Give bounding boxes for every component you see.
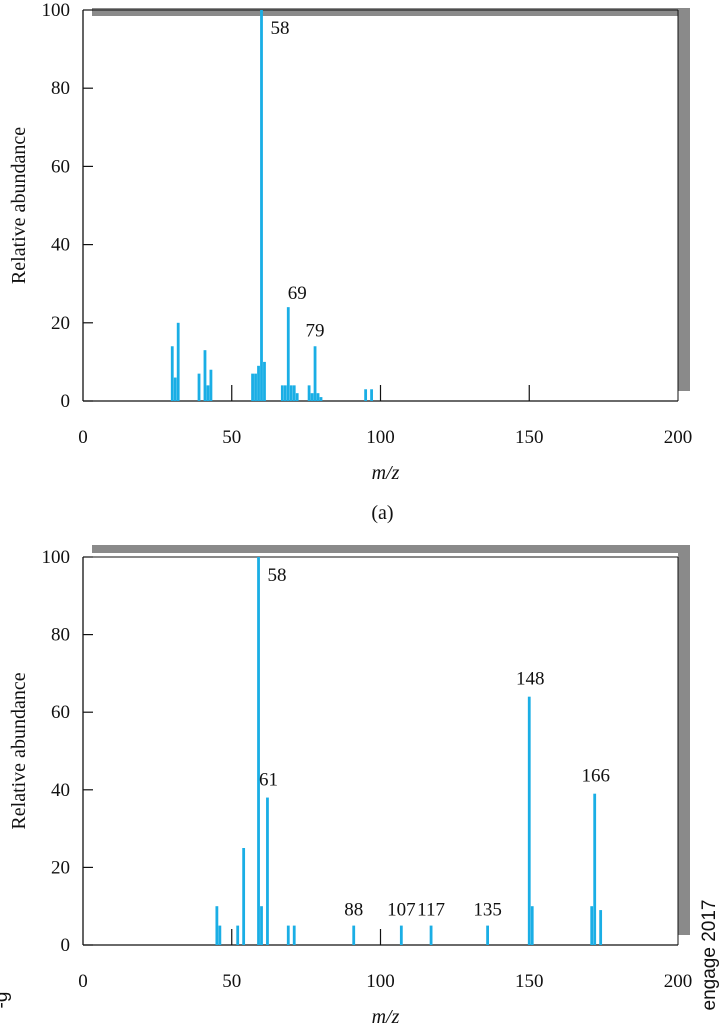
peak-label: 61: [259, 770, 278, 791]
x-tick-label: 100: [366, 427, 395, 448]
peak-label: 58: [268, 565, 287, 586]
peak-label: 135: [473, 900, 502, 921]
spectrum-bar: [319, 397, 323, 401]
spectrum-bar: [203, 350, 207, 401]
peak-label: 58: [271, 18, 290, 39]
spectrum-bar: [218, 925, 222, 945]
spectrum-bar: [236, 925, 240, 945]
peak-label: 79: [306, 320, 325, 341]
y-tick-label: 60: [51, 702, 70, 723]
spectrum-bar: [215, 906, 219, 945]
spectrum-bar: [254, 373, 257, 401]
x-tick-label: 0: [78, 427, 88, 448]
spectrum-bar: [590, 906, 594, 945]
spectrum-bar: [310, 393, 314, 401]
spectrum-bar: [292, 385, 296, 401]
spectrum-bar: [260, 10, 263, 401]
frame-shade-right: [678, 8, 690, 391]
spectrum-bar: [170, 346, 174, 401]
left-edge-fragment: -g: [0, 992, 12, 1009]
x-axis-label: m/z: [372, 462, 400, 484]
spectrum-bar: [429, 925, 433, 945]
spectrum-bar: [292, 925, 296, 945]
panel-label: (a): [371, 502, 393, 524]
y-tick-label: 40: [51, 780, 70, 801]
spectrum-bar: [370, 389, 373, 401]
y-axis-label: Relative abundance: [8, 672, 30, 829]
x-tick-label: 150: [515, 971, 544, 992]
spectrum-bar: [289, 385, 293, 401]
frame-shade-top: [92, 545, 690, 553]
x-tick-label: 50: [222, 427, 241, 448]
peak-label: 148: [516, 669, 545, 690]
y-tick-label: 100: [42, 547, 71, 568]
peak-label: 69: [288, 283, 307, 304]
spectrum-bar: [316, 393, 320, 401]
spectrum-panel-b: 0 20 40 60 80 100 0 50 100 150 200 58 61 88 107 117 135 1…: [8, 545, 693, 1028]
y-axis-label: Relative abundance: [8, 127, 30, 284]
spectrum-bar: [352, 925, 356, 945]
spectrum-bar: [286, 925, 290, 945]
y-tick-label: 20: [51, 313, 70, 334]
x-tick-label: 50: [222, 971, 241, 992]
y-tick-label: 80: [51, 625, 70, 646]
spectrum-bar: [257, 557, 260, 945]
x-tick-label: 0: [78, 971, 88, 992]
spectrum-bar: [206, 385, 210, 401]
spectrum-bar: [599, 910, 603, 945]
spectrum-bar: [197, 373, 201, 401]
peak-label: 117: [417, 900, 445, 921]
peak-label: 166: [581, 766, 610, 787]
spectrum-bar: [263, 361, 266, 401]
y-tick-label: 0: [61, 391, 71, 412]
spectrum-bar: [295, 393, 299, 401]
spectrum-bar: [364, 389, 368, 401]
spectrum-bar: [286, 307, 290, 401]
y-tick-label: 60: [51, 156, 70, 177]
spectrum-bar: [260, 906, 263, 945]
y-tick-label: 0: [61, 935, 71, 956]
spectrum-bar: [257, 365, 260, 401]
spectrum-panel-a: 0 20 40 60 80 100 0 50 100 150 200 58 69 79 m/z Relativ…: [8, 0, 692, 524]
peak-label: 107: [387, 900, 416, 921]
y-tick-label: 40: [51, 235, 70, 256]
spectrum-bar: [209, 369, 213, 401]
x-tick-label: 100: [366, 971, 395, 992]
spectrum-bar: [251, 373, 254, 401]
spectrum-bar: [530, 906, 534, 945]
spectrum-bar: [527, 696, 531, 945]
spectrum-bar: [280, 385, 284, 401]
spectrum-bar: [399, 925, 403, 945]
spectrum-bar: [307, 385, 311, 401]
x-tick-label: 200: [664, 971, 693, 992]
spectrum-bar: [486, 925, 489, 945]
spectrum-bar: [242, 848, 246, 945]
x-tick-label: 200: [664, 427, 693, 448]
frame-shade-top: [92, 8, 690, 16]
x-tick-label: 150: [515, 427, 544, 448]
spectrum-bar: [313, 346, 317, 401]
y-tick-label: 80: [51, 78, 70, 99]
y-tick-label: 100: [42, 0, 71, 21]
frame-shade-right: [678, 545, 690, 935]
copyright-side-text: engage 2017: [699, 900, 720, 1011]
spectrum-bar: [176, 322, 180, 401]
spectrum-bar: [173, 377, 177, 401]
spectrum-bar: [283, 385, 287, 401]
spectrum-bar: [593, 793, 597, 945]
y-tick-label: 20: [51, 857, 70, 878]
peak-label: 88: [344, 900, 363, 921]
x-axis-label: m/z: [372, 1006, 400, 1024]
spectrum-bar: [266, 797, 269, 945]
